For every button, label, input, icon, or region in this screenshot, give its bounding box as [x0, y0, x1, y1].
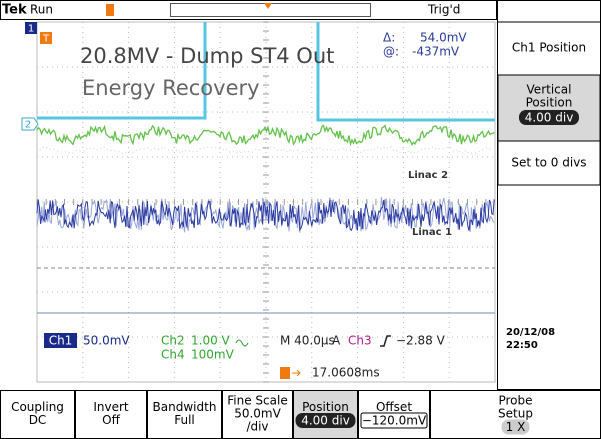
annotation-subtitle: Energy Recovery [82, 76, 260, 100]
value-pill [501, 419, 530, 435]
ch1-trace [36, 199, 495, 232]
side-menu-title: Ch1 Position [512, 41, 586, 55]
trigger-marker-label: T [42, 34, 50, 45]
trigger-level: −2.88 V [396, 334, 446, 348]
side-menu [497, 0, 601, 390]
time: 22:50 [506, 340, 538, 351]
run-state: Run [30, 3, 53, 17]
ch2-scale: 1.00 V [191, 334, 231, 348]
trigger-state: Trig'd [427, 3, 460, 17]
menu-button-label: Full [174, 413, 195, 427]
cursor-at-label: @: [383, 45, 399, 59]
trigger-time-marker [280, 367, 290, 379]
ch1-marker-label: 1 [28, 24, 34, 35]
trigger-position-marker [106, 4, 114, 16]
menu-button-value: 4.00 div [301, 414, 350, 428]
bandwidth-icon [235, 339, 249, 347]
trigger-mode: A [332, 334, 341, 348]
cursor-delta: 54.0mV [420, 31, 467, 45]
trigger-time-arrow [292, 369, 301, 377]
menu-button-label: Offset [376, 400, 412, 414]
slope-icon [380, 335, 391, 347]
timebase: M 40.0µs [280, 334, 335, 348]
ch1-readout: Ch1 [49, 334, 73, 348]
menu-button-label: Off [102, 413, 120, 427]
ch4-trace [36, 124, 495, 147]
cursor-delta-label: Δ: [383, 31, 395, 45]
menu-button-label: 50.0mV [234, 407, 281, 421]
menu-button-value: −120.0mV [362, 414, 427, 428]
side-menu-item[interactable] [497, 74, 601, 142]
trigger-source: Ch3 [348, 334, 372, 348]
ch2-marker-label: 2 [25, 120, 31, 131]
menu-button-label: Position [302, 400, 349, 414]
menu-button[interactable] [75, 390, 147, 439]
annotation-title: 20.8MV - Dump ST4 Out [80, 44, 334, 68]
menu-button-label: Coupling [11, 400, 64, 414]
ch4-scale: 100mV [191, 348, 235, 362]
ch1-scale: 50.0mV [83, 334, 130, 348]
trigger-point-marker [264, 3, 272, 9]
ch2-readout: Ch2 [161, 334, 185, 348]
ch4-readout: Ch4 [161, 348, 185, 362]
record-view-box [170, 3, 371, 17]
menu-button[interactable] [147, 390, 222, 439]
menu-button-label: Invert [93, 400, 129, 414]
waveforms [36, 22, 495, 233]
menu-button-label: DC [29, 413, 47, 427]
brand: Tek [2, 3, 27, 18]
menu-button-value: 1 X [506, 420, 526, 434]
side-menu-item-label: Position [526, 96, 573, 110]
trace-label: Linac 1 [412, 227, 452, 238]
side-menu-item-label: Vertical [527, 83, 572, 97]
menu-button-label: Fine Scale [227, 394, 287, 408]
side-menu-item-value: 4.00 div [525, 111, 574, 125]
date: 20/12/08 [506, 327, 555, 338]
value-pill [360, 412, 428, 429]
side-menu-item-label: Set to 0 divs [511, 156, 586, 170]
trigger-level-marker [40, 32, 52, 44]
ch1-marker [25, 22, 37, 34]
trigger-time: 17.0608ms [312, 366, 380, 380]
cursor-at: -437mV [412, 45, 460, 59]
menu-button-label: /div [246, 420, 268, 434]
ch1-badge [44, 333, 77, 348]
menu-button-label: Bandwidth [153, 400, 217, 414]
ch2-trace [37, 22, 495, 122]
ch2-marker [21, 117, 39, 131]
menu-button-label: Setup [498, 407, 533, 421]
trace-label: Linac 2 [408, 170, 448, 181]
menu-button-label: Probe [498, 394, 532, 408]
menu-button[interactable] [222, 390, 293, 439]
side-menu-item[interactable] [497, 140, 601, 186]
value-pill [519, 110, 579, 125]
value-pill [295, 413, 356, 428]
